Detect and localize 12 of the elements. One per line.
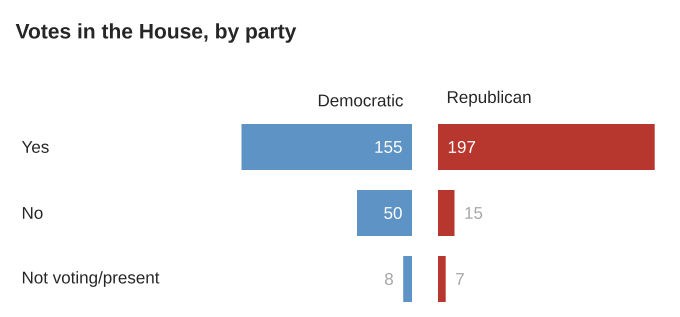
data-label: 197	[448, 140, 476, 154]
chart-title: Votes in the House, by party	[16, 23, 296, 43]
series-label: Republican	[448, 90, 530, 106]
series-label: Democratic	[318, 94, 403, 106]
data-label: 8	[384, 272, 393, 286]
data-label: 7	[456, 273, 464, 285]
data-label: 155	[375, 141, 402, 153]
data-label: 50	[384, 206, 402, 220]
y-tick-label: Yes	[22, 141, 49, 153]
y-tick-label: No	[22, 207, 43, 219]
data-label: 15	[465, 207, 482, 219]
y-tick-label: Not voting/present	[22, 271, 160, 287]
